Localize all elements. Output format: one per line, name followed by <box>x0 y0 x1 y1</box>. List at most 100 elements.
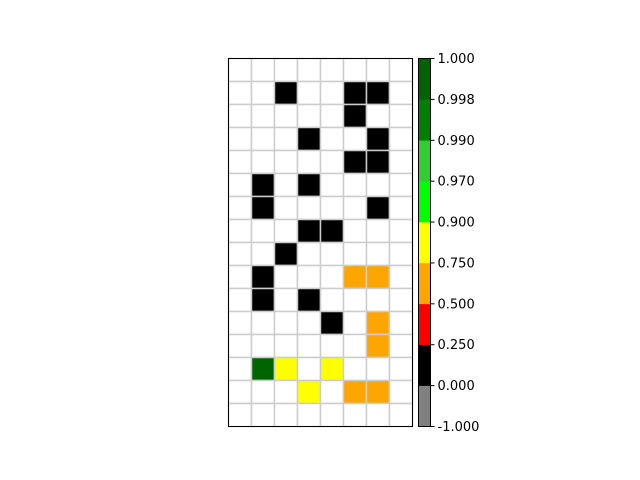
heatmap-cell <box>296 356 322 382</box>
heatmap-cell <box>273 57 299 83</box>
heatmap-cell <box>250 333 276 359</box>
heatmap-cell <box>342 287 368 313</box>
heatmap-cell <box>227 218 253 244</box>
colorbar-tick-label: 0.990 <box>438 134 475 149</box>
heatmap-cell <box>319 333 345 359</box>
heatmap-cell <box>273 103 299 129</box>
heatmap-cell <box>388 126 414 152</box>
heatmap-cell <box>388 80 414 106</box>
heatmap-cell <box>319 241 345 267</box>
heatmap-cell <box>342 57 368 83</box>
heatmap-cell <box>388 195 414 221</box>
heatmap-cell <box>227 172 253 198</box>
heatmap-cell <box>319 172 345 198</box>
heatmap-cell <box>296 333 322 359</box>
heatmap-cell <box>296 126 322 152</box>
heatmap-cell <box>273 172 299 198</box>
colorbar-tick-label: 0.250 <box>438 338 475 353</box>
heatmap-cell <box>365 241 391 267</box>
colorbar-tick-label: -1.000 <box>438 420 480 435</box>
colorbar-tick-label: 0.500 <box>438 297 475 312</box>
heatmap-cell <box>342 172 368 198</box>
heatmap-cell <box>227 57 253 83</box>
heatmap-cell <box>342 126 368 152</box>
heatmap-cell <box>296 57 322 83</box>
heatmap-cell <box>227 241 253 267</box>
heatmap-cell <box>250 241 276 267</box>
heatmap-cell <box>365 149 391 175</box>
heatmap-cell <box>227 333 253 359</box>
colorbar-tick-label: 1.000 <box>438 52 475 67</box>
colorbar-band <box>418 385 431 427</box>
heatmap-cell <box>273 356 299 382</box>
heatmap-cell <box>365 379 391 405</box>
heatmap-cell <box>296 149 322 175</box>
heatmap-cell <box>296 379 322 405</box>
heatmap-cell <box>388 287 414 313</box>
heatmap-cell <box>296 103 322 129</box>
heatmap-cell <box>296 218 322 244</box>
colorbar-band <box>418 181 431 223</box>
heatmap-cell <box>342 264 368 290</box>
colorbar-band <box>418 99 431 141</box>
heatmap-cell <box>319 80 345 106</box>
colorbar-frame <box>418 58 431 427</box>
heatmap-cell <box>273 310 299 336</box>
heatmap-cell <box>342 333 368 359</box>
heatmap-cell <box>388 264 414 290</box>
heatmap-cell <box>388 356 414 382</box>
heatmap-cell <box>227 356 253 382</box>
heatmap-cell <box>250 356 276 382</box>
colorbar-tick-label: 0.000 <box>438 379 475 394</box>
colorbar <box>418 58 431 427</box>
heatmap-cell <box>273 195 299 221</box>
heatmap-cell <box>250 402 276 428</box>
colorbar-tick-label: 0.970 <box>438 175 475 190</box>
heatmap-cell <box>273 333 299 359</box>
heatmap-cell <box>273 149 299 175</box>
heatmap-cell <box>296 402 322 428</box>
heatmap-cell <box>365 126 391 152</box>
heatmap-cell <box>388 172 414 198</box>
heatmap-cell <box>319 402 345 428</box>
heatmap-cell <box>388 333 414 359</box>
heatmap-cell <box>296 264 322 290</box>
heatmap-cell <box>273 126 299 152</box>
heatmap-cell <box>296 241 322 267</box>
heatmap-cell <box>227 149 253 175</box>
colorbar-tick-label: 0.750 <box>438 256 475 271</box>
heatmap-cell <box>319 218 345 244</box>
heatmap-cell <box>227 195 253 221</box>
colorbar-ticks: -1.000 0.000 0.250 0.500 0.750 0.900 0.970 0.99… <box>430 52 480 435</box>
heatmap-cell <box>250 264 276 290</box>
heatmap-cell <box>365 402 391 428</box>
heatmap-cell <box>342 402 368 428</box>
heatmap-cell <box>250 310 276 336</box>
colorbar-tick-label: 0.900 <box>438 216 475 231</box>
heatmap-cell <box>365 356 391 382</box>
heatmap-cell <box>227 402 253 428</box>
heatmap-cell <box>365 310 391 336</box>
colorbar-band <box>418 222 431 264</box>
heatmap-cell <box>342 310 368 336</box>
colorbar-band <box>418 58 431 100</box>
heatmap-cell <box>250 218 276 244</box>
colorbar-band <box>418 262 431 305</box>
heatmap-cell <box>296 80 322 106</box>
heatmap-cell <box>342 80 368 106</box>
heatmap-cell <box>227 264 253 290</box>
heatmap-cell <box>227 126 253 152</box>
heatmap-cell <box>365 172 391 198</box>
heatmap-cell <box>296 195 322 221</box>
heatmap-cell <box>250 149 276 175</box>
heatmap-cell <box>365 57 391 83</box>
heatmap-cell <box>388 149 414 175</box>
heatmap-cell <box>319 264 345 290</box>
heatmap-grid <box>227 57 414 428</box>
heatmap-cell <box>319 195 345 221</box>
colorbar-band <box>418 140 431 182</box>
heatmap-cell <box>273 218 299 244</box>
heatmap-cell <box>273 264 299 290</box>
heatmap-cell <box>250 80 276 106</box>
